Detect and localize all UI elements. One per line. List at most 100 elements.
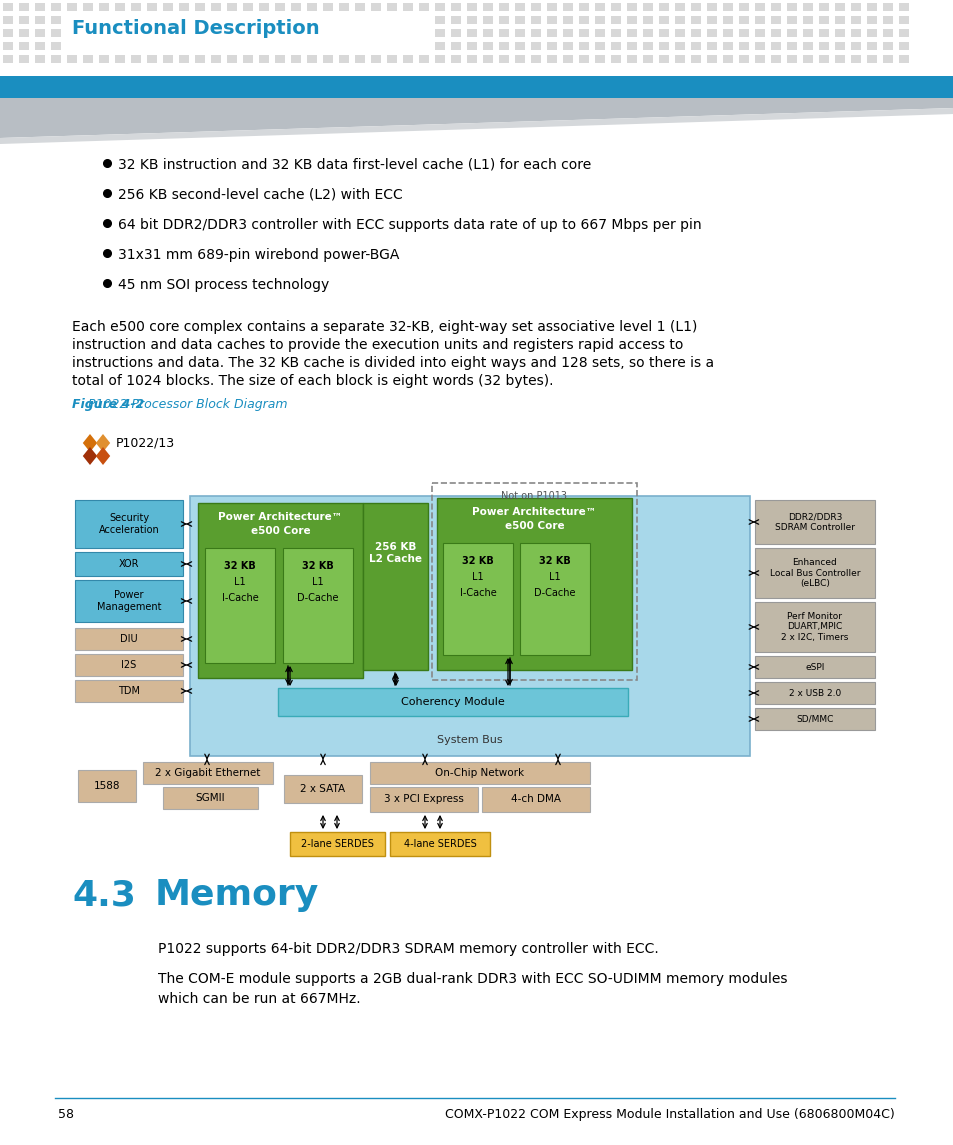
Text: Not on P1013: Not on P1013: [501, 491, 567, 502]
Bar: [722, 3, 732, 11]
Bar: [519, 543, 589, 655]
Bar: [706, 29, 717, 37]
Bar: [754, 548, 874, 598]
Bar: [578, 16, 588, 24]
Bar: [274, 55, 285, 63]
Bar: [834, 42, 844, 50]
Text: e500 Core: e500 Core: [251, 526, 310, 536]
Bar: [291, 55, 301, 63]
Text: On-Chip Network: On-Chip Network: [435, 768, 524, 777]
Bar: [754, 708, 874, 731]
Bar: [850, 3, 861, 11]
Bar: [659, 29, 668, 37]
Text: I-Cache: I-Cache: [221, 593, 258, 603]
Polygon shape: [95, 447, 111, 465]
Bar: [578, 42, 588, 50]
Bar: [75, 680, 183, 702]
Text: COMX-P1022 COM Express Module Installation and Use (6806800M04C): COMX-P1022 COM Express Module Installati…: [445, 1108, 894, 1121]
Bar: [642, 29, 652, 37]
Bar: [898, 29, 908, 37]
Bar: [451, 3, 460, 11]
Bar: [786, 3, 796, 11]
Text: Figure 4-2: Figure 4-2: [71, 398, 144, 411]
Bar: [818, 55, 828, 63]
Bar: [802, 29, 812, 37]
Bar: [690, 3, 700, 11]
Bar: [690, 42, 700, 50]
Bar: [610, 16, 620, 24]
Text: 256 KB second-level cache (L2) with ECC: 256 KB second-level cache (L2) with ECC: [118, 188, 402, 202]
Bar: [467, 16, 476, 24]
Text: which can be run at 667MHz.: which can be run at 667MHz.: [158, 992, 360, 1006]
Bar: [675, 29, 684, 37]
Bar: [898, 42, 908, 50]
Bar: [307, 3, 316, 11]
Bar: [866, 55, 876, 63]
Bar: [498, 55, 509, 63]
Bar: [659, 55, 668, 63]
Bar: [562, 29, 573, 37]
Bar: [19, 3, 29, 11]
Bar: [467, 3, 476, 11]
Text: eSPI: eSPI: [804, 663, 823, 671]
Text: System Bus: System Bus: [436, 735, 502, 745]
Text: XOR: XOR: [118, 559, 139, 569]
Bar: [531, 29, 540, 37]
Bar: [435, 3, 444, 11]
Bar: [850, 29, 861, 37]
Bar: [722, 16, 732, 24]
Bar: [690, 55, 700, 63]
Bar: [258, 3, 269, 11]
Bar: [355, 55, 365, 63]
Bar: [882, 29, 892, 37]
Bar: [387, 55, 396, 63]
Text: 2 x Gigabit Ethernet: 2 x Gigabit Ethernet: [155, 768, 260, 777]
Bar: [531, 3, 540, 11]
Bar: [818, 29, 828, 37]
Bar: [498, 3, 509, 11]
Bar: [436, 498, 631, 670]
Bar: [578, 3, 588, 11]
Text: 32 KB: 32 KB: [538, 556, 570, 566]
Bar: [147, 55, 157, 63]
Bar: [882, 3, 892, 11]
Bar: [3, 42, 13, 50]
Text: Functional Description: Functional Description: [71, 18, 319, 38]
Bar: [722, 29, 732, 37]
Polygon shape: [95, 434, 111, 452]
Bar: [610, 42, 620, 50]
Bar: [626, 3, 637, 11]
Bar: [451, 55, 460, 63]
Bar: [866, 29, 876, 37]
Bar: [115, 55, 125, 63]
Bar: [578, 29, 588, 37]
Bar: [482, 16, 493, 24]
Bar: [390, 832, 490, 856]
Bar: [786, 42, 796, 50]
Bar: [850, 55, 861, 63]
Bar: [562, 16, 573, 24]
Bar: [51, 55, 61, 63]
Bar: [770, 29, 781, 37]
Bar: [802, 42, 812, 50]
Text: L1: L1: [233, 577, 246, 587]
Bar: [498, 42, 509, 50]
Text: Each e500 core complex contains a separate 32-KB, eight-way set associative leve: Each e500 core complex contains a separa…: [71, 319, 697, 334]
Bar: [115, 3, 125, 11]
Bar: [626, 29, 637, 37]
Bar: [690, 29, 700, 37]
Bar: [451, 29, 460, 37]
Bar: [163, 3, 172, 11]
Bar: [442, 543, 513, 655]
Bar: [802, 55, 812, 63]
Text: 64 bit DDR2/DDR3 controller with ECC supports data rate of up to 667 Mbps per pi: 64 bit DDR2/DDR3 controller with ECC sup…: [118, 218, 700, 232]
Bar: [706, 55, 717, 63]
Text: total of 1024 blocks. The size of each block is eight words (32 bytes).: total of 1024 blocks. The size of each b…: [71, 374, 553, 388]
Bar: [19, 55, 29, 63]
Bar: [754, 500, 874, 544]
Bar: [432, 483, 637, 680]
Bar: [338, 55, 349, 63]
Bar: [51, 29, 61, 37]
Bar: [51, 3, 61, 11]
Bar: [3, 16, 13, 24]
